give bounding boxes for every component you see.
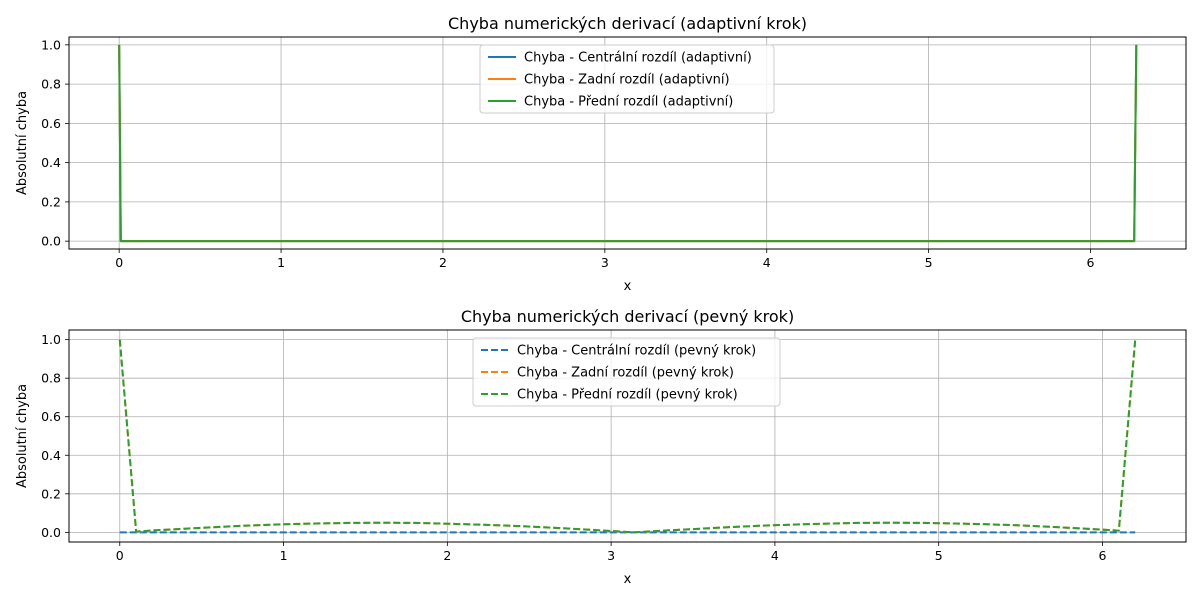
x-tick-label: 5 — [935, 548, 943, 563]
y-tick-label: 1.0 — [41, 332, 61, 347]
x-tick-label: 0 — [116, 548, 124, 563]
x-tick-label: 6 — [1098, 548, 1106, 563]
y-tick-label: 0.4 — [41, 155, 61, 170]
y-tick-label: 0.2 — [41, 194, 61, 209]
x-axis-label: x — [624, 572, 632, 587]
x-ticks: 0 1 2 3 4 5 6 — [115, 249, 1095, 270]
y-ticks: 0.0 0.2 0.4 0.6 0.8 1.0 — [41, 332, 69, 540]
y-tick-label: 0.8 — [41, 371, 61, 386]
y-ticks: 0.0 0.2 0.4 0.6 0.8 1.0 — [41, 37, 69, 249]
subplot-fixed-step: 0 1 2 3 4 5 6 0.0 0.2 0.4 0.6 0.8 1.0 Chyba numeric… — [15, 307, 1187, 587]
y-tick-label: 0.0 — [41, 525, 61, 540]
subplot-adaptive: 0 1 2 3 4 5 6 0.0 0.2 0.4 0.6 0.8 1.0 Chyba numeric… — [15, 14, 1187, 294]
legend-label-forward: Chyba - Přední rozdíl (pevný krok) — [517, 388, 738, 403]
x-tick-label: 1 — [280, 548, 288, 563]
series-lines — [118, 44, 1138, 243]
legend: Chyba - Centrální rozdíl (adaptivní) Chy… — [479, 44, 775, 114]
legend-label-forward: Chyba - Přední rozdíl (adaptivní) — [524, 95, 733, 110]
legend-label-central: Chyba - Centrální rozdíl (adaptivní) — [524, 51, 752, 66]
y-axis-label: Absolutní chyba — [15, 91, 30, 195]
y-tick-label: 0.2 — [41, 486, 61, 501]
x-tick-label: 2 — [443, 548, 451, 563]
legend: Chyba - Centrální rozdíl (pevný krok) Ch… — [472, 337, 781, 407]
x-tick-label: 6 — [1087, 255, 1095, 270]
y-tick-label: 0.0 — [41, 234, 61, 249]
x-ticks: 0 1 2 3 4 5 6 — [116, 542, 1106, 563]
series-line-3 — [118, 44, 1138, 243]
x-tick-label: 1 — [277, 255, 285, 270]
x-tick-label: 4 — [771, 548, 779, 563]
y-tick-label: 1.0 — [41, 37, 61, 52]
x-tick-label: 4 — [763, 255, 771, 270]
y-tick-label: 0.8 — [41, 77, 61, 92]
legend-box — [479, 44, 775, 114]
series-line-3 — [118, 339, 1137, 534]
legend-label-backward: Chyba - Zadní rozdíl (pevný krok) — [517, 366, 734, 381]
legend-label-backward: Chyba - Zadní rozdíl (adaptivní) — [524, 73, 730, 88]
legend-label-central: Chyba - Centrální rozdíl (pevný krok) — [517, 344, 756, 359]
legend-box — [472, 337, 781, 407]
x-tick-label: 3 — [601, 255, 609, 270]
x-axis-label: x — [624, 279, 632, 294]
axes-frame — [68, 36, 1187, 250]
y-tick-label: 0.6 — [41, 116, 61, 131]
chart-title: Chyba numerických derivací (adaptivní kr… — [448, 14, 807, 33]
series-lines — [118, 339, 1137, 534]
axes-frame — [68, 329, 1187, 543]
y-tick-label: 0.4 — [41, 448, 61, 463]
y-axis-label: Absolutní chyba — [15, 384, 30, 488]
x-tick-label: 3 — [607, 548, 615, 563]
x-tick-label: 2 — [439, 255, 447, 270]
x-tick-label: 0 — [115, 255, 123, 270]
y-tick-label: 0.6 — [41, 409, 61, 424]
x-tick-label: 5 — [925, 255, 933, 270]
chart-title: Chyba numerických derivací (pevný krok) — [461, 307, 794, 326]
